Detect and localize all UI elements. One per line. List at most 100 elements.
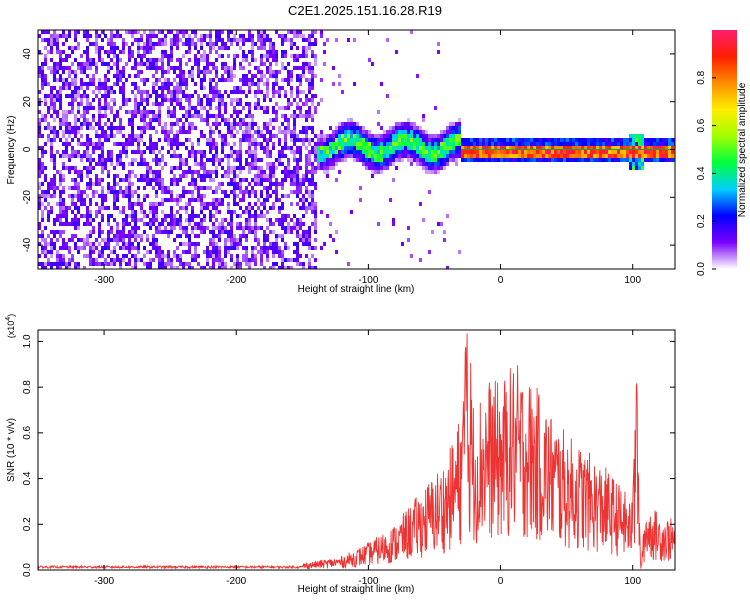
heatmap-cell [104, 194, 107, 198]
heatmap-cell [281, 250, 284, 254]
heatmap-cell [527, 146, 530, 150]
heatmap-cell [146, 178, 149, 182]
heatmap-cell [371, 166, 374, 170]
heatmap-cell [74, 166, 77, 170]
heatmap-cell [170, 42, 173, 46]
heatmap-cell [245, 82, 248, 86]
heatmap-cell [308, 162, 311, 166]
heatmap-cell [446, 158, 449, 162]
heatmap-cell [164, 98, 167, 102]
heatmap-cell [137, 142, 140, 146]
heatmap-cell [56, 78, 59, 82]
heatmap-cell [599, 142, 602, 146]
heatmap-cell [188, 130, 191, 134]
heatmap-cell [239, 90, 242, 94]
heatmap-cell [131, 162, 134, 166]
heatmap-cell [179, 90, 182, 94]
heatmap-cell [224, 230, 227, 234]
heatmap-cell [200, 102, 203, 106]
heatmap-cell [125, 218, 128, 222]
heatmap-cell [62, 178, 65, 182]
heatmap-cell [44, 250, 47, 254]
heatmap-cell [416, 130, 419, 134]
heatmap-cell [482, 146, 485, 150]
heatmap-cell [326, 154, 329, 158]
heatmap-cell [308, 66, 311, 70]
heatmap-cell [68, 126, 71, 130]
heatmap-cell [440, 138, 443, 142]
heatmap-cell [44, 54, 47, 58]
heatmap-cell [206, 98, 209, 102]
heatmap-cell [188, 262, 191, 266]
heatmap-cell [191, 42, 194, 46]
heatmap-cell [254, 138, 257, 142]
heatmap-cell [452, 154, 455, 158]
heatmap-cell [107, 174, 110, 178]
heatmap-cell [218, 246, 221, 250]
heatmap-cell [107, 154, 110, 158]
heatmap-cell [206, 54, 209, 58]
heatmap-cell [419, 142, 422, 146]
heatmap-cell [386, 142, 389, 146]
heatmap-cell [272, 254, 275, 258]
heatmap-cell [194, 254, 197, 258]
heatmap-cell [185, 138, 188, 142]
heatmap-cell [164, 82, 167, 86]
heatmap-cell [176, 194, 179, 198]
heatmap-cell [227, 46, 230, 50]
heatmap-cell [206, 122, 209, 126]
heatmap-cell [245, 190, 248, 194]
heatmap-cell [563, 154, 566, 158]
heatmap-cell [110, 98, 113, 102]
heatmap-cell [176, 102, 179, 106]
heatmap-cell [110, 250, 113, 254]
heatmap-cell [134, 262, 137, 266]
heatmap-cell [344, 138, 347, 142]
heatmap-cell [59, 154, 62, 158]
heatmap-cell [380, 166, 383, 170]
heatmap-cell [158, 186, 161, 190]
heatmap-cell [230, 130, 233, 134]
heatmap-cell [152, 46, 155, 50]
heatmap-cell [98, 154, 101, 158]
heatmap-cell [407, 150, 410, 154]
heatmap-cell [290, 174, 293, 178]
heatmap-cell [251, 166, 254, 170]
heatmap-cell [80, 246, 83, 250]
heatmap-cell [251, 34, 254, 38]
heatmap-cell [41, 250, 44, 254]
heatmap-cell [251, 46, 254, 50]
heatmap-cell [281, 86, 284, 90]
heatmap-cell [248, 190, 251, 194]
heatmap-cell [59, 190, 62, 194]
heatmap-cell [293, 30, 296, 34]
heatmap-cell [248, 70, 251, 74]
heatmap-cell [227, 30, 230, 34]
heatmap-cell [422, 162, 425, 166]
heatmap-cell [311, 94, 314, 98]
heatmap-cell [119, 230, 122, 234]
heatmap-cell [278, 234, 281, 238]
heatmap-cell [302, 194, 305, 198]
heatmap-cell [50, 158, 53, 162]
heatmap-cell [245, 138, 248, 142]
heatmap-cell [125, 174, 128, 178]
heatmap-cell [161, 250, 164, 254]
heatmap-cell [224, 250, 227, 254]
heatmap-cell [635, 138, 638, 142]
heatmap-cell [632, 134, 635, 138]
heatmap-cell [218, 254, 221, 258]
heatmap-cell [254, 238, 257, 242]
heatmap-cell [128, 222, 131, 226]
heatmap-cell [221, 226, 224, 230]
heatmap-cell [119, 130, 122, 134]
heatmap-cell [470, 150, 473, 154]
heatmap-cell [587, 158, 590, 162]
heatmap-cell [212, 234, 215, 238]
heatmap-cell [227, 222, 230, 226]
heatmap-cell [134, 106, 137, 110]
heatmap-cell [155, 194, 158, 198]
heatmap-cell [44, 150, 47, 154]
heatmap-cell [470, 158, 473, 162]
heatmap-cell [287, 170, 290, 174]
